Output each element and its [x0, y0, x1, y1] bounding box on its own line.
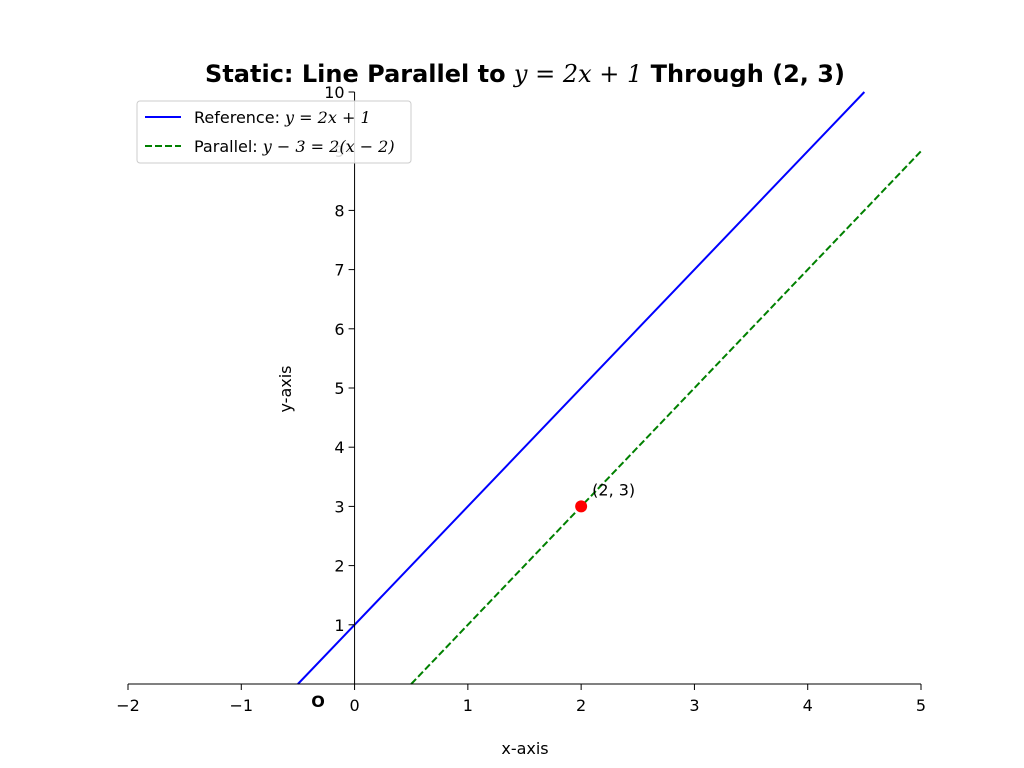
x-tick-label: −2	[116, 696, 140, 715]
chart-title: Static: Line Parallel to y = 2x + 1 Thro…	[205, 60, 845, 88]
y-tick-label: 6	[334, 320, 344, 339]
x-tick-label: −1	[229, 696, 253, 715]
legend-box	[136, 100, 412, 164]
points: (2, 3)	[575, 480, 635, 513]
x-tick-label: 5	[916, 696, 926, 715]
y-tick-label: 7	[334, 261, 344, 280]
y-tick-label: 1	[334, 616, 344, 635]
x-tick-label: 3	[689, 696, 699, 715]
x-axis-label: x-axis	[501, 739, 548, 758]
x-tick-label: 4	[803, 696, 813, 715]
x-tick-label: 1	[463, 696, 473, 715]
reference-line	[297, 91, 866, 685]
y-axis-label: y-axis	[276, 365, 295, 412]
point-marker	[575, 500, 588, 513]
origin-label: O	[311, 692, 325, 711]
legend-label-reference: Reference: y = 2x + 1	[194, 108, 371, 127]
x-tick-label: 0	[349, 696, 359, 715]
axes	[128, 92, 921, 685]
y-tick-label: 3	[334, 497, 344, 516]
y-tick-label: 5	[334, 379, 344, 398]
y-tick-label: 2	[334, 557, 344, 576]
y-tick-label: 10	[324, 83, 344, 102]
y-tick-label: 8	[334, 201, 344, 220]
plot-lines	[297, 91, 922, 685]
y-tick-label: 4	[334, 438, 344, 457]
ticks: −2−101234512345678910	[116, 83, 926, 715]
legend: Reference: y = 2x + 1 Parallel: y − 3 = …	[136, 100, 412, 164]
point-label: (2, 3)	[592, 480, 635, 499]
x-tick-label: 2	[576, 696, 586, 715]
parallel-line	[410, 150, 922, 685]
legend-label-parallel: Parallel: y − 3 = 2(x − 2)	[194, 137, 395, 156]
